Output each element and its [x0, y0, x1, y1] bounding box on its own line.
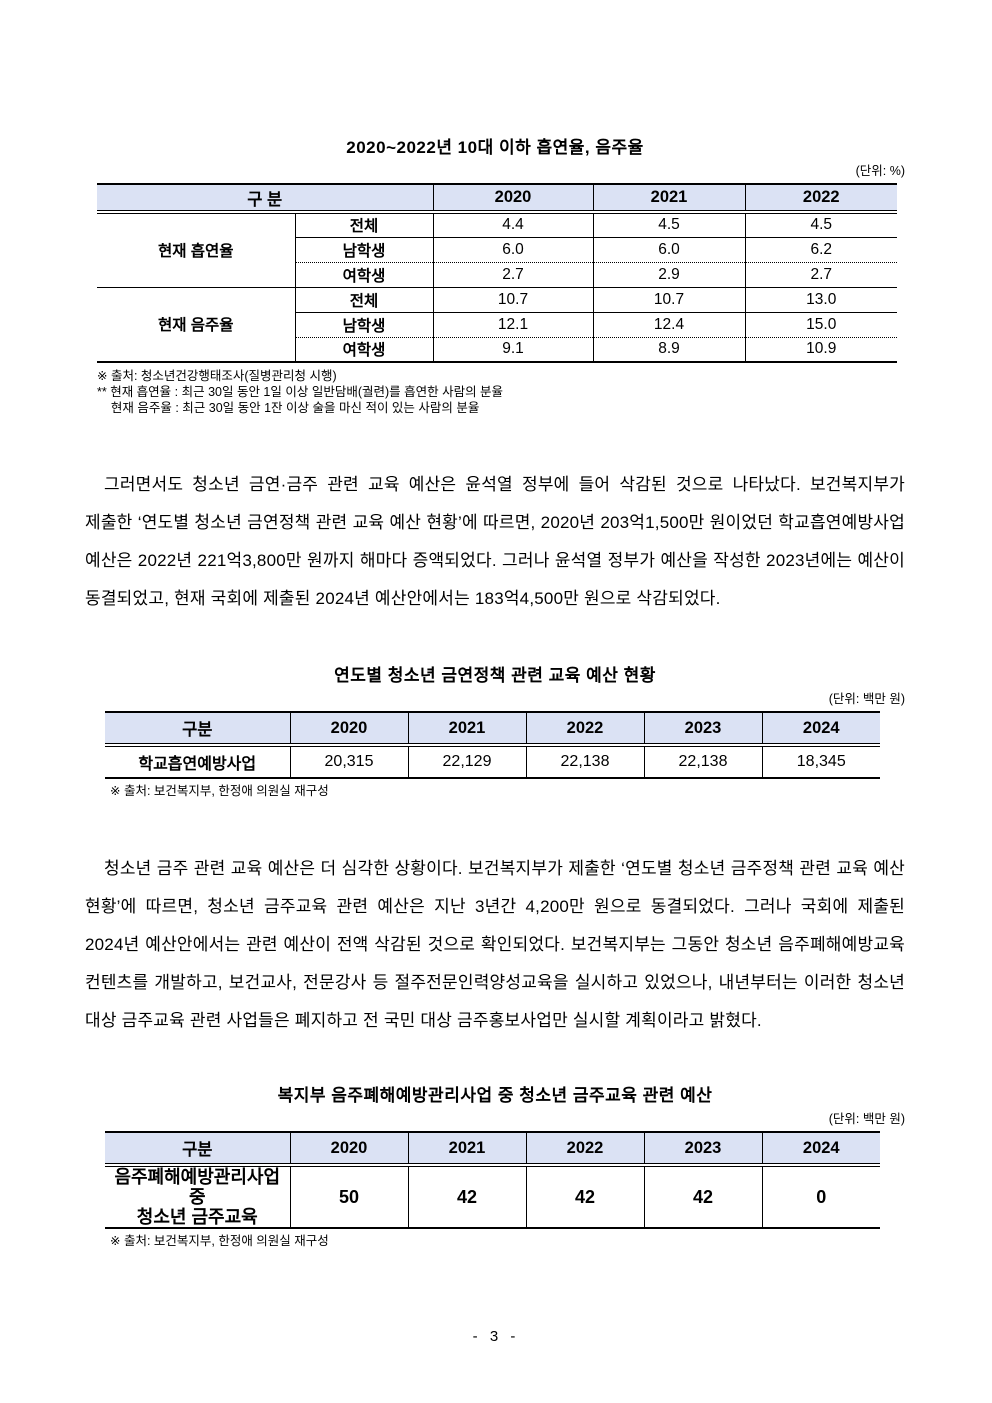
table2-header-row: 구분 2020 2021 2022 2023 2024	[105, 712, 880, 747]
table2-header-year: 2021	[408, 712, 527, 747]
table1-rates: 구 분 2020 2021 2022 현재 흡연율 전체 4.4 4.5 4.5…	[97, 183, 898, 363]
table1-cell: 10.9	[806, 340, 837, 358]
table3-cell: 42	[408, 1165, 527, 1228]
footnote-definition: 현재 음주율 : 최근 30일 동안 1잔 이상 술을 마신 적이 있는 사람의…	[97, 401, 480, 415]
table1-cell: 12.1	[433, 312, 594, 338]
table3-cell: 0	[816, 1186, 827, 1207]
body-paragraph-1: 그러면서도 청소년 금연·금주 관련 교육 예산은 윤석열 정부에 들어 삭감된…	[85, 475, 905, 608]
table1-header-year: 2022	[745, 184, 898, 214]
table1-cell: 13.0	[745, 287, 898, 313]
table-row: 음주폐해예방관리사업 중 청소년 금주교육 50 42 42 42 0	[105, 1165, 880, 1228]
table2-budget: 구분 2020 2021 2022 2023 2024 학교흡연예방사업 20,…	[105, 711, 880, 779]
table3-row-label-line1: 음주폐해예방관리사업 중	[114, 1167, 281, 1207]
table3-header-year: 2020	[290, 1132, 409, 1167]
table1-title: 2020~2022년 10대 이하 흡연율, 음주율	[346, 138, 644, 157]
table1-cell: 6.0	[433, 237, 594, 263]
table1-sub-label: 여학생	[295, 337, 434, 362]
table-row: 현재 음주율 전체 10.7 10.7 13.0	[97, 287, 898, 363]
table2-row-label: 학교흡연예방사업	[105, 745, 291, 778]
table1-sub-label: 전체	[295, 287, 434, 313]
table3-header-row: 구분 2020 2021 2022 2023 2024	[105, 1132, 880, 1167]
footnote-source: ※ 출처: 청소년건강행태조사(질병관리청 시행)	[97, 369, 337, 383]
table3-budget: 구분 2020 2021 2022 2023 2024 음주폐해예방관리사업 중…	[105, 1131, 880, 1229]
table1-cell: 2.7	[745, 262, 898, 288]
table1-header-gubun: 구 분	[97, 184, 434, 214]
table3-header-year: 2022	[526, 1132, 645, 1167]
table2-header-gubun: 구분	[105, 712, 291, 747]
table1-cell: 10.7	[593, 287, 746, 313]
table-row: 학교흡연예방사업 20,315 22,129 22,138 22,138 18,…	[105, 745, 880, 778]
table-row: 현재 흡연율 전체 4.4 4.5 4.5	[97, 212, 898, 288]
table3-header-year: 2024	[762, 1132, 880, 1167]
table3-cell: 50	[290, 1165, 409, 1228]
table3-source-note: ※ 출처: 보건복지부, 한정애 의원실 재구성	[110, 1234, 329, 1248]
table1-cell: 9.1	[433, 337, 594, 362]
table2-cell: 22,138	[644, 745, 763, 778]
table2-cell: 22,129	[408, 745, 527, 778]
table-row: 여학생 9.1 8.9 10.9	[97, 337, 897, 362]
table1-cell: 10.7	[433, 287, 594, 313]
table3-row-label-line2: 청소년 금주교육	[136, 1207, 258, 1227]
table1-footnotes: ※ 출처: 청소년건강행태조사(질병관리청 시행) ** 현재 흡연율 : 최근…	[97, 368, 905, 416]
table2-header-year: 2020	[290, 712, 409, 747]
table2-unit-label: (단위: 백만 원)	[828, 692, 905, 706]
table1-group-label: 현재 음주율	[97, 287, 296, 363]
table1-sub-label: 남학생	[295, 312, 434, 338]
table3-cell: 42	[526, 1165, 645, 1228]
table3-title: 복지부 음주폐해예방관리사업 중 청소년 금주교육 관련 예산	[277, 1086, 713, 1105]
table1-cell: 6.2	[745, 237, 898, 263]
table-row: 남학생 12.1 12.4 15.0	[97, 312, 898, 338]
table2-header-year: 2023	[644, 712, 763, 747]
table3-header-year: 2023	[644, 1132, 763, 1167]
table1-cell: 4.5	[593, 212, 746, 238]
table3-cell: 42	[644, 1165, 763, 1228]
table1-cell: 15.0	[745, 312, 898, 338]
table1-sub-label: 여학생	[295, 262, 434, 288]
table1-unit-label: (단위: %)	[855, 164, 905, 178]
table2-source-note: ※ 출처: 보건복지부, 한정애 의원실 재구성	[110, 784, 329, 798]
table3-header-gubun: 구분	[105, 1132, 291, 1167]
table1-cell: 4.4	[433, 212, 594, 238]
table2-title: 연도별 청소년 금연정책 관련 교육 예산 현황	[334, 666, 656, 685]
table-row: 여학생 2.7 2.9 2.7	[97, 262, 898, 288]
table2-cell: 18,345	[796, 753, 846, 770]
table2-header-year: 2022	[526, 712, 645, 747]
table1-sub-label: 전체	[295, 212, 434, 238]
table3-row-label: 음주폐해예방관리사업 중 청소년 금주교육	[105, 1165, 291, 1228]
page-number: - 3 -	[472, 1328, 520, 1345]
table3-unit-label: (단위: 백만 원)	[828, 1112, 905, 1126]
table-row: 남학생 6.0 6.0 6.2	[97, 237, 898, 263]
table1-header-year: 2020	[433, 184, 594, 214]
table1-cell: 6.0	[593, 237, 746, 263]
table1-cell: 4.5	[745, 212, 898, 238]
table1-cell: 2.7	[433, 262, 594, 288]
table3-header-year: 2021	[408, 1132, 527, 1167]
table2-cell: 22,138	[526, 745, 645, 778]
table2-cell: 20,315	[290, 745, 409, 778]
table1-header-row: 구 분 2020 2021 2022	[97, 184, 898, 214]
table1-cell: 12.4	[593, 312, 746, 338]
table1-sub-label: 남학생	[295, 237, 434, 263]
table1-header-year: 2021	[593, 184, 746, 214]
body-paragraph-2: 청소년 금주 관련 교육 예산은 더 심각한 상황이다. 보건복지부가 제출한 …	[85, 859, 905, 1030]
footnote-definition: ** 현재 흡연율 : 최근 30일 동안 1일 이상 일반담배(궐련)를 흡연…	[97, 385, 504, 399]
table1-group-label: 현재 흡연율	[97, 212, 296, 288]
table1-cell: 8.9	[593, 337, 746, 362]
table2-header-year: 2024	[762, 712, 880, 747]
table1-cell: 2.9	[593, 262, 746, 288]
